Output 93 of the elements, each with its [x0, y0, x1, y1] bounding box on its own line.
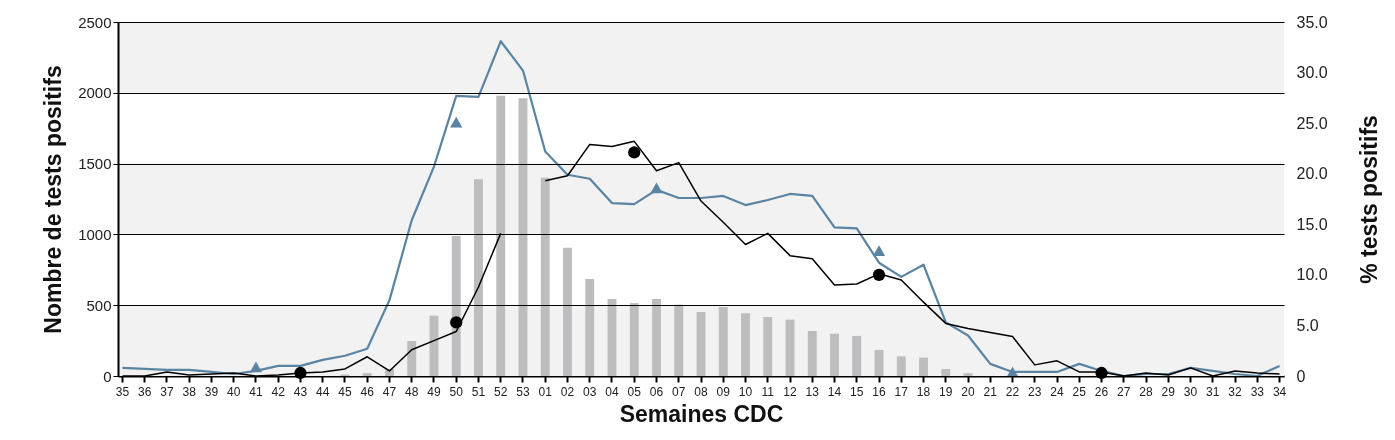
- x-tick-label: 37: [160, 384, 174, 399]
- y-tick-label: 0: [103, 367, 112, 385]
- x-tick-label: 39: [204, 384, 219, 399]
- x-tick-label: 08: [694, 384, 708, 399]
- y-tick-label: 1500: [78, 155, 112, 173]
- x-tick-label: 33: [1250, 384, 1265, 399]
- x-tick-label: 21: [983, 384, 998, 399]
- y2-tick-label: 10.0: [1296, 266, 1328, 284]
- bar: [496, 95, 506, 376]
- x-tick-label: 26: [1094, 384, 1109, 399]
- x-tick-label: 35: [115, 384, 130, 399]
- bar: [919, 357, 928, 376]
- x-tick-label: 27: [1117, 384, 1131, 399]
- x-tick-label: 30: [1183, 384, 1198, 399]
- x-tick-label: 12: [783, 384, 797, 399]
- x-tick-label: 04: [605, 384, 619, 399]
- x-tick-label: 31: [1206, 384, 1220, 399]
- x-tick-label: 52: [494, 384, 508, 399]
- x-tick-label: 48: [405, 384, 419, 399]
- x-tick-label: 10: [738, 384, 753, 399]
- bar: [741, 313, 750, 376]
- x-tick-label: 19: [939, 384, 953, 399]
- x-tick-label: 09: [716, 384, 731, 399]
- x-tick-label: 43: [293, 384, 308, 399]
- y-tick-label: 1000: [78, 225, 112, 243]
- x-tick-label: 45: [338, 384, 352, 399]
- x-tick-label: 36: [138, 384, 152, 399]
- y-tick-label: 500: [86, 296, 112, 314]
- x-tick-label: 24: [1050, 384, 1065, 399]
- x-tick-label: 44: [316, 384, 330, 399]
- x-tick-label: 28: [1139, 384, 1154, 399]
- bar: [963, 373, 973, 376]
- x-tick-label: 23: [1028, 384, 1042, 399]
- y2-tick-label: 25.0: [1296, 114, 1328, 132]
- x-tick-label: 34: [1272, 384, 1287, 399]
- bar: [563, 247, 572, 376]
- x-tick-label: 25: [1072, 384, 1087, 399]
- bar: [585, 279, 595, 376]
- y2-tick-label: 0: [1296, 367, 1306, 385]
- bar: [629, 303, 639, 376]
- bar: [362, 373, 372, 376]
- y2-tick-label: 20.0: [1296, 165, 1328, 183]
- bar: [451, 235, 461, 376]
- x-tick-label: 16: [872, 384, 887, 399]
- x-tick-label: 41: [249, 384, 263, 399]
- bar: [407, 341, 417, 376]
- bar: [696, 312, 706, 376]
- y2-tick-label: 35.0: [1296, 13, 1328, 31]
- y-tick-label: 2500: [78, 13, 112, 31]
- x-tick-label: 01: [538, 384, 553, 399]
- bar: [852, 335, 862, 376]
- x-tick-label: 18: [916, 384, 931, 399]
- x-tick-label: 51: [471, 384, 486, 399]
- x-tick-label: 02: [560, 384, 575, 399]
- y2-axis-title: % tests positifs: [1355, 115, 1382, 284]
- y2-tick-label: 15.0: [1296, 215, 1328, 233]
- y-tick-label: 2000: [78, 84, 112, 102]
- y-axis-title: Nombre de tests positifs: [40, 65, 67, 334]
- x-tick-label: 13: [805, 384, 820, 399]
- x-axis-title: Semaines CDC: [619, 400, 784, 427]
- bar: [807, 330, 817, 376]
- x-tick-label: 06: [649, 384, 664, 399]
- bar: [941, 369, 951, 376]
- bar: [474, 179, 483, 376]
- x-tick-label: 46: [360, 384, 375, 399]
- x-tick-label: 32: [1228, 384, 1243, 399]
- x-tick-label: 17: [894, 384, 909, 399]
- bar: [652, 298, 661, 376]
- x-tick-label: 47: [382, 384, 397, 399]
- x-tick-label: 07: [672, 384, 686, 399]
- x-tick-label: 53: [516, 384, 530, 399]
- x-tick-label: 22: [1005, 384, 1020, 399]
- x-tick-label: 05: [627, 384, 642, 399]
- bar: [874, 349, 884, 376]
- bar: [718, 307, 728, 376]
- bar: [763, 316, 773, 376]
- x-tick-label: 15: [850, 384, 864, 399]
- bar: [674, 304, 684, 376]
- x-tick-label: 50: [449, 384, 464, 399]
- x-tick-label: 14: [827, 384, 842, 399]
- bar: [830, 333, 839, 376]
- y2-tick-label: 5.0: [1296, 316, 1319, 334]
- x-tick-label: 42: [271, 384, 286, 399]
- x-tick-label: 29: [1161, 384, 1176, 399]
- x-tick-label: 11: [761, 384, 775, 399]
- bar: [896, 356, 906, 376]
- y2-tick-label: 30.0: [1296, 64, 1328, 82]
- x-tick-label: 49: [427, 384, 441, 399]
- x-tick-label: 38: [182, 384, 197, 399]
- bar: [540, 177, 550, 376]
- x-tick-label: 03: [583, 384, 597, 399]
- x-tick-label: 20: [961, 384, 976, 399]
- x-tick-label: 40: [227, 384, 241, 399]
